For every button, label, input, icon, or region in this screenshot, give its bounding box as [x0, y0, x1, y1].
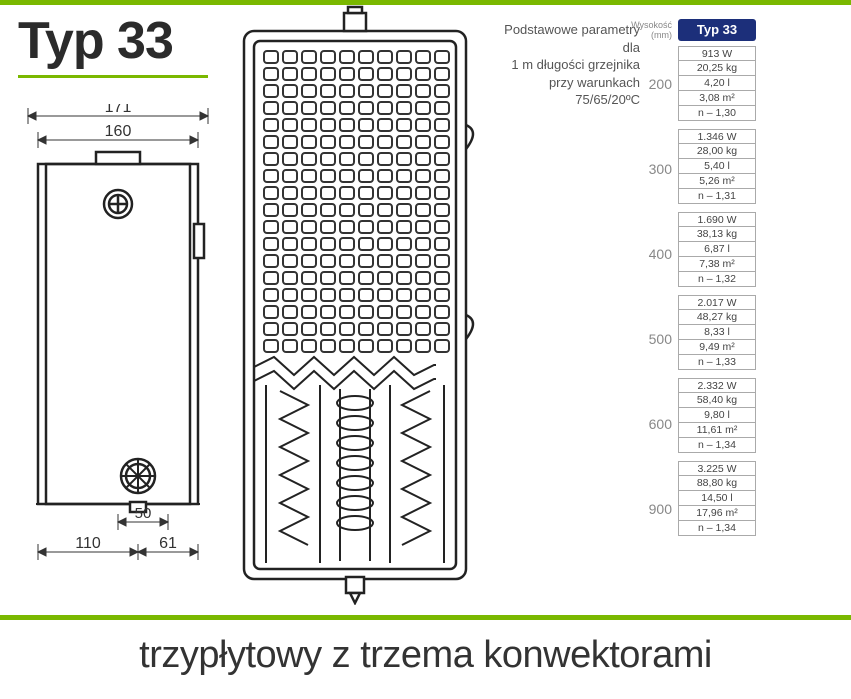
- table-cell: 3.225 W: [678, 461, 756, 476]
- table-cell: 2.332 W: [678, 378, 756, 393]
- table-cell: 9,49 m²: [678, 340, 756, 355]
- side-view-diagram: 171 160: [18, 104, 220, 569]
- intro-line1: Podstawowe parametry dla: [500, 21, 640, 56]
- table-cell: 6,87 l: [678, 242, 756, 257]
- dim-gap: 50: [135, 505, 152, 522]
- dim-outer-width: 171: [105, 104, 132, 116]
- footer-text: trzypłytowy z trzema konwektorami: [0, 620, 851, 677]
- table-cell: 11,61 m²: [678, 423, 756, 438]
- left-column: Typ 33 171: [0, 5, 220, 615]
- table-cell: 20,25 kg: [678, 61, 756, 76]
- intro-line4: 75/65/20ºC: [500, 91, 640, 109]
- table-cell: 58,40 kg: [678, 393, 756, 408]
- table-row: 913 W20,25 kg4,20 l3,08 m²n – 1,30: [678, 46, 756, 121]
- table-cell: 8,33 l: [678, 325, 756, 340]
- dim-bottom-left: 110: [75, 535, 101, 552]
- table-cell: 3,08 m²: [678, 91, 756, 106]
- table-cell: 913 W: [678, 46, 756, 61]
- table-height: 900: [644, 466, 672, 551]
- intro-line3: przy warunkach: [500, 74, 640, 92]
- main-row: Typ 33 171: [0, 5, 851, 615]
- table-cell: 1.346 W: [678, 129, 756, 144]
- page-title: Typ 33: [18, 11, 220, 71]
- table-cell: 17,96 m²: [678, 506, 756, 521]
- table-row: 1.346 W28,00 kg5,40 l5,26 m²n – 1,31: [678, 129, 756, 204]
- table-height: 600: [644, 381, 672, 466]
- table-cell: 88,80 kg: [678, 476, 756, 491]
- table-height: 500: [644, 296, 672, 381]
- dim-bottom-right: 61: [159, 535, 177, 552]
- table-cell: n – 1,30: [678, 106, 756, 121]
- table-height: 300: [644, 126, 672, 211]
- table-cell: 1.690 W: [678, 212, 756, 227]
- table-cell: n – 1,34: [678, 521, 756, 536]
- table-cell: n – 1,33: [678, 355, 756, 370]
- table-cell: 9,80 l: [678, 408, 756, 423]
- table-height: 200: [644, 41, 672, 126]
- table-header: Typ 33: [678, 19, 756, 41]
- table-row: 2.332 W58,40 kg9,80 l11,61 m²n – 1,34: [678, 378, 756, 453]
- dim-inner-width: 160: [105, 123, 132, 140]
- table-cell: 5,26 m²: [678, 174, 756, 189]
- table-cell: n – 1,31: [678, 189, 756, 204]
- table-cell: 14,50 l: [678, 491, 756, 506]
- table-cell: n – 1,34: [678, 438, 756, 453]
- table-cell: 38,13 kg: [678, 227, 756, 242]
- table-row: 1.690 W38,13 kg6,87 l7,38 m²n – 1,32: [678, 212, 756, 287]
- param-intro: Podstawowe parametry dla 1 m długości gr…: [500, 5, 640, 615]
- table-row: 2.017 W48,27 kg8,33 l9,49 m²n – 1,33: [678, 295, 756, 370]
- table-row: 3.225 W88,80 kg14,50 l17,96 m²n – 1,34: [678, 461, 756, 536]
- title-underline: [18, 75, 208, 78]
- table-cell: 2.017 W: [678, 295, 756, 310]
- front-view-diagram: [220, 5, 500, 615]
- table-cell: 28,00 kg: [678, 144, 756, 159]
- table-cell: 48,27 kg: [678, 310, 756, 325]
- table-cell: 5,40 l: [678, 159, 756, 174]
- table-cell: 7,38 m²: [678, 257, 756, 272]
- intro-line2: 1 m długości grzejnika: [500, 56, 640, 74]
- table-height-col: Wysokość (mm) 200300400500600900: [644, 19, 678, 551]
- table-height: 400: [644, 211, 672, 296]
- param-table: Wysokość (mm) 200300400500600900 Typ 33 …: [640, 5, 851, 615]
- table-height-label: Wysokość (mm): [644, 19, 672, 41]
- table-cell: 4,20 l: [678, 76, 756, 91]
- table-cell: n – 1,32: [678, 272, 756, 287]
